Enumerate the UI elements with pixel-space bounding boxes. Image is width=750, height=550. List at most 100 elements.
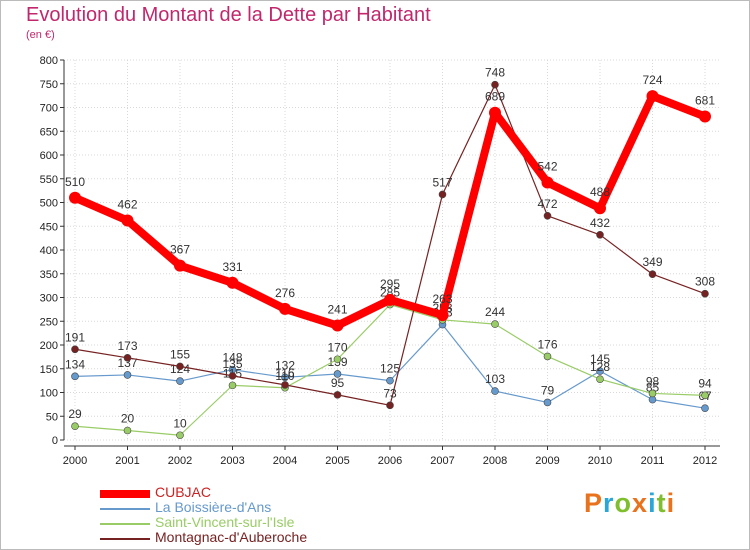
y-tick-label: 550 [40,174,58,186]
y-tick-label: 200 [40,340,58,352]
data-point [226,276,239,289]
x-tick-label: 2008 [483,455,507,467]
data-label: 85 [646,381,660,395]
y-tick-label: 50 [46,411,58,423]
data-point [333,370,342,378]
data-point [701,289,709,298]
data-label: 128 [590,360,610,374]
data-label: 20 [121,412,135,426]
legend-swatch [100,537,150,540]
data-label: 10 [173,416,187,430]
data-point [281,373,289,382]
data-point [648,270,657,279]
data-point [541,176,554,189]
data-label: 95 [331,376,345,390]
y-tick-label: 150 [40,364,58,376]
x-tick-label: 2004 [273,455,297,467]
data-label: 681 [695,94,715,108]
data-label: 155 [170,347,190,361]
data-label: 244 [485,305,505,319]
y-tick-label: 450 [40,221,58,233]
y-tick-label: 250 [40,316,58,328]
y-tick-label: 700 [40,103,58,115]
data-label: 103 [485,372,505,386]
data-point [121,214,134,227]
data-point [386,376,394,385]
data-label: 285 [380,286,400,300]
data-label: 176 [537,337,557,351]
data-point [71,422,79,431]
legend-swatch [100,522,150,525]
data-label: 134 [65,357,85,371]
data-label: 263 [432,292,452,306]
data-label: 137 [117,356,137,370]
data-label: 135 [222,357,242,371]
data-label: 349 [642,255,662,269]
legend-label: La Boissière-d'Ans [155,499,272,515]
y-tick-label: 0 [52,435,58,447]
y-tick-label: 300 [40,293,58,305]
data-point [386,401,394,410]
data-label: 116 [275,366,294,380]
data-label: 170 [327,340,347,354]
legend-swatch [100,489,150,498]
data-point [491,320,499,328]
data-point [174,259,186,272]
x-tick-label: 2001 [115,455,139,467]
x-tick-label: 2002 [168,455,192,467]
data-label: 29 [68,407,82,421]
data-point [71,345,79,354]
data-label: 132 [275,358,295,372]
data-point [123,371,132,379]
data-point [596,367,604,375]
data-point [123,354,132,362]
data-point [228,381,237,390]
y-tick-label: 650 [40,126,58,138]
x-tick-label: 2009 [535,455,559,467]
data-point [701,391,709,400]
data-label: 542 [537,160,557,174]
x-tick-label: 2007 [430,455,454,467]
legend-swatch [100,507,150,510]
data-point [176,431,184,440]
data-point [596,375,604,384]
x-tick-label: 2003 [220,455,244,467]
y-tick-label: 750 [40,79,58,91]
x-tick-label: 2006 [378,455,402,467]
data-label: 331 [222,260,242,274]
y-tick-label: 350 [40,269,58,281]
data-point [123,426,132,435]
data-label: 110 [275,369,294,383]
x-tick-label: 2011 [641,455,665,467]
legend-label: Saint-Vincent-sur-l'Isle [155,514,295,530]
data-label: 510 [65,175,85,189]
data-point [281,381,289,389]
data-label: 98 [646,374,660,388]
data-label: 79 [541,383,555,397]
data-label: 145 [590,352,610,366]
y-tick-label: 100 [40,388,58,400]
y-tick-label: 400 [40,245,58,257]
data-point [71,372,79,381]
data-label: 191 [65,330,85,344]
data-label: 125 [380,362,400,376]
data-label: 472 [537,197,557,211]
data-point [436,309,449,322]
data-label: 462 [117,198,137,212]
y-tick-label: 600 [40,150,58,162]
data-point [333,391,342,399]
data-label: 73 [383,386,397,400]
x-tick-label: 2010 [588,455,612,467]
data-point [331,319,344,332]
data-point [176,362,184,371]
data-point [228,372,237,380]
data-point [491,80,499,89]
data-point [543,352,552,361]
data-point [438,190,447,199]
data-label: 488 [590,185,610,199]
data-point [279,302,291,315]
data-point [594,202,606,215]
data-point [543,398,552,407]
chart-title: Evolution du Montant de la Dette par Hab… [26,4,431,26]
